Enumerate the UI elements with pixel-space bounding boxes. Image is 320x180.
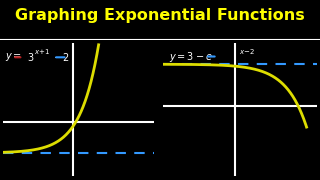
- Text: $-\,2$: $-\,2$: [53, 51, 70, 63]
- Text: $y=$: $y=$: [5, 51, 22, 63]
- Text: $3$: $3$: [27, 51, 35, 63]
- Text: $x{+}1$: $x{+}1$: [34, 47, 50, 56]
- Text: Graphing Exponential Functions: Graphing Exponential Functions: [15, 8, 305, 22]
- Text: $x{-}2$: $x{-}2$: [239, 47, 255, 56]
- Text: $y=3-e$: $y=3-e$: [169, 50, 213, 64]
